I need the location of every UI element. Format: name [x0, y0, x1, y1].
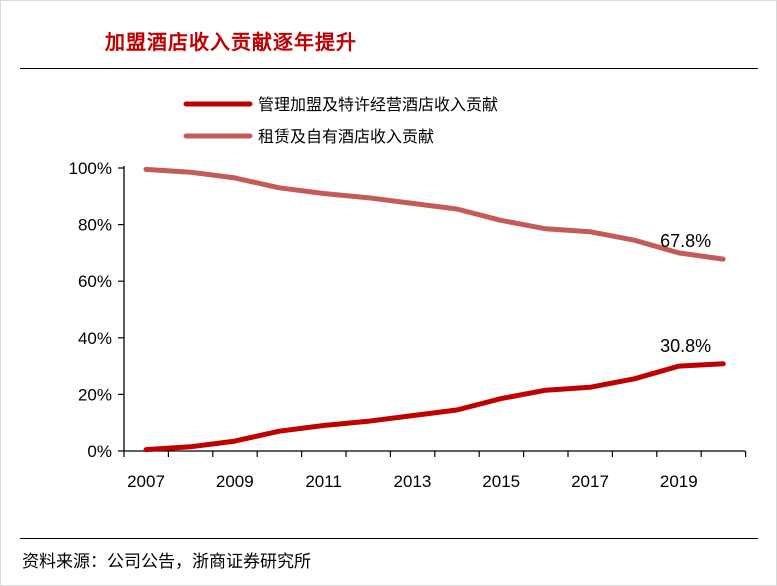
y-tick-label: 0%	[87, 442, 112, 461]
y-tick-label: 40%	[78, 329, 112, 348]
x-tick-label: 2019	[660, 472, 698, 491]
x-tick-label: 2007	[127, 472, 165, 491]
y-tick-label: 80%	[78, 216, 112, 235]
x-tick-label: 2011	[305, 472, 342, 491]
series-end-label: 67.8%	[660, 231, 711, 251]
series-line-2	[143, 166, 726, 262]
chart-title: 加盟酒店收入贡献逐年提升	[105, 30, 357, 54]
chart-data-labels: 30.8% 67.8%	[660, 231, 711, 356]
x-tick-label: 2013	[393, 472, 431, 491]
x-tick-label: 2009	[216, 472, 254, 491]
x-tick-label: 2015	[482, 472, 520, 491]
series-end-label: 30.8%	[660, 336, 711, 356]
source-divider	[20, 538, 758, 539]
chart-axes: 0% 20% 40% 60% 80% 100% 2007 2009 2011 2013 2015 20…	[69, 159, 747, 491]
legend-label: 管理加盟及特许经营酒店收入贡献	[258, 95, 498, 114]
series-line-1	[143, 361, 726, 453]
y-tick-label: 20%	[78, 385, 112, 404]
y-tick-label: 100%	[69, 159, 112, 178]
source-note: 资料来源：公司公告，浙商证券研究所	[22, 552, 311, 572]
y-tick-label: 60%	[78, 272, 112, 291]
chart-series	[143, 166, 726, 453]
title-divider	[20, 68, 758, 69]
legend-label: 租赁及自有酒店收入贡献	[258, 127, 434, 146]
x-tick-label: 2017	[571, 472, 609, 491]
